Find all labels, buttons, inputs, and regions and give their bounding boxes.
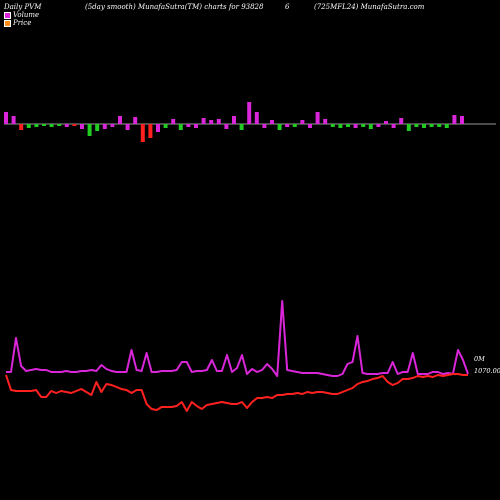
volume-bar xyxy=(330,124,335,127)
legend-price: Price xyxy=(4,19,31,27)
volume-bar xyxy=(460,116,464,124)
volume-bar xyxy=(80,124,84,129)
volume-bar xyxy=(292,124,297,127)
volume-bar xyxy=(444,124,449,128)
volume-bar xyxy=(437,124,442,127)
volume-bar xyxy=(285,124,290,127)
volume-swatch xyxy=(4,11,11,19)
volume-bar xyxy=(148,124,153,138)
volume-bar xyxy=(216,119,221,124)
volume-bar xyxy=(422,124,426,128)
volume-bar xyxy=(11,116,16,124)
price-line xyxy=(5,373,468,412)
volume-bar xyxy=(186,124,191,127)
volume-bar xyxy=(353,124,358,128)
header-right: (725MFL24) MunafaSutra.com xyxy=(314,3,425,11)
volume-bar xyxy=(315,112,320,124)
volume-bar xyxy=(247,102,252,124)
volume-bar xyxy=(26,124,31,128)
volume-bar xyxy=(224,124,229,129)
volume-bar xyxy=(414,124,419,127)
volume-bar xyxy=(376,124,381,127)
volume-bar xyxy=(110,124,115,127)
legend-volume: Volume xyxy=(4,11,39,19)
volume-bar xyxy=(391,124,396,128)
volume-value-label: 0M xyxy=(474,355,485,363)
volume-bar xyxy=(19,124,24,130)
volume-bar xyxy=(277,124,282,130)
header-title: (5day smooth) MunafaSutra(TM) charts for… xyxy=(85,3,264,11)
volume-bar xyxy=(209,120,214,124)
header-left: Daily PVM xyxy=(4,3,42,11)
volume-bar xyxy=(368,124,373,129)
volume-bar xyxy=(452,115,457,124)
volume-bar xyxy=(194,124,198,128)
volume-bar xyxy=(361,124,366,127)
header-code: 6 xyxy=(285,3,290,11)
volume-bar xyxy=(171,119,176,124)
volume-bar xyxy=(338,124,343,128)
volume-bar xyxy=(72,124,77,126)
volume-bar xyxy=(178,124,183,130)
volume-bar xyxy=(262,124,267,128)
volume-bar xyxy=(87,124,92,136)
volume-bar xyxy=(232,116,236,124)
volume-bar xyxy=(201,118,206,124)
volume-bar xyxy=(34,124,39,127)
volume-bar xyxy=(102,124,107,129)
volume-bar xyxy=(346,124,350,127)
price-swatch xyxy=(4,19,11,27)
price-value-label: 1070.00 xyxy=(474,367,500,375)
volume-bar xyxy=(239,124,244,130)
volume-bar xyxy=(323,119,328,124)
volume-bar xyxy=(4,112,8,124)
volume-bar xyxy=(300,120,305,124)
legend-price-label: Price xyxy=(13,19,32,27)
legend-volume-label: Volume xyxy=(13,11,40,19)
volume-bar xyxy=(163,124,168,128)
volume-bar xyxy=(140,124,145,142)
volume-bar xyxy=(308,124,312,128)
volume-bar xyxy=(49,124,54,127)
volume-bar xyxy=(399,118,404,124)
volume-bar xyxy=(270,120,274,124)
volume-bar xyxy=(384,121,388,124)
volume-bar xyxy=(57,124,62,126)
volume-bar xyxy=(429,124,434,127)
volume-bar xyxy=(64,124,69,127)
volume-line xyxy=(6,300,469,377)
volume-bar xyxy=(42,124,46,126)
volume-bar xyxy=(95,124,100,131)
volume-bar xyxy=(133,117,138,124)
volume-bar xyxy=(118,116,122,124)
volume-bar xyxy=(125,124,130,130)
volume-bar xyxy=(254,112,259,124)
volume-bar xyxy=(406,124,411,131)
volume-bar xyxy=(156,124,160,132)
